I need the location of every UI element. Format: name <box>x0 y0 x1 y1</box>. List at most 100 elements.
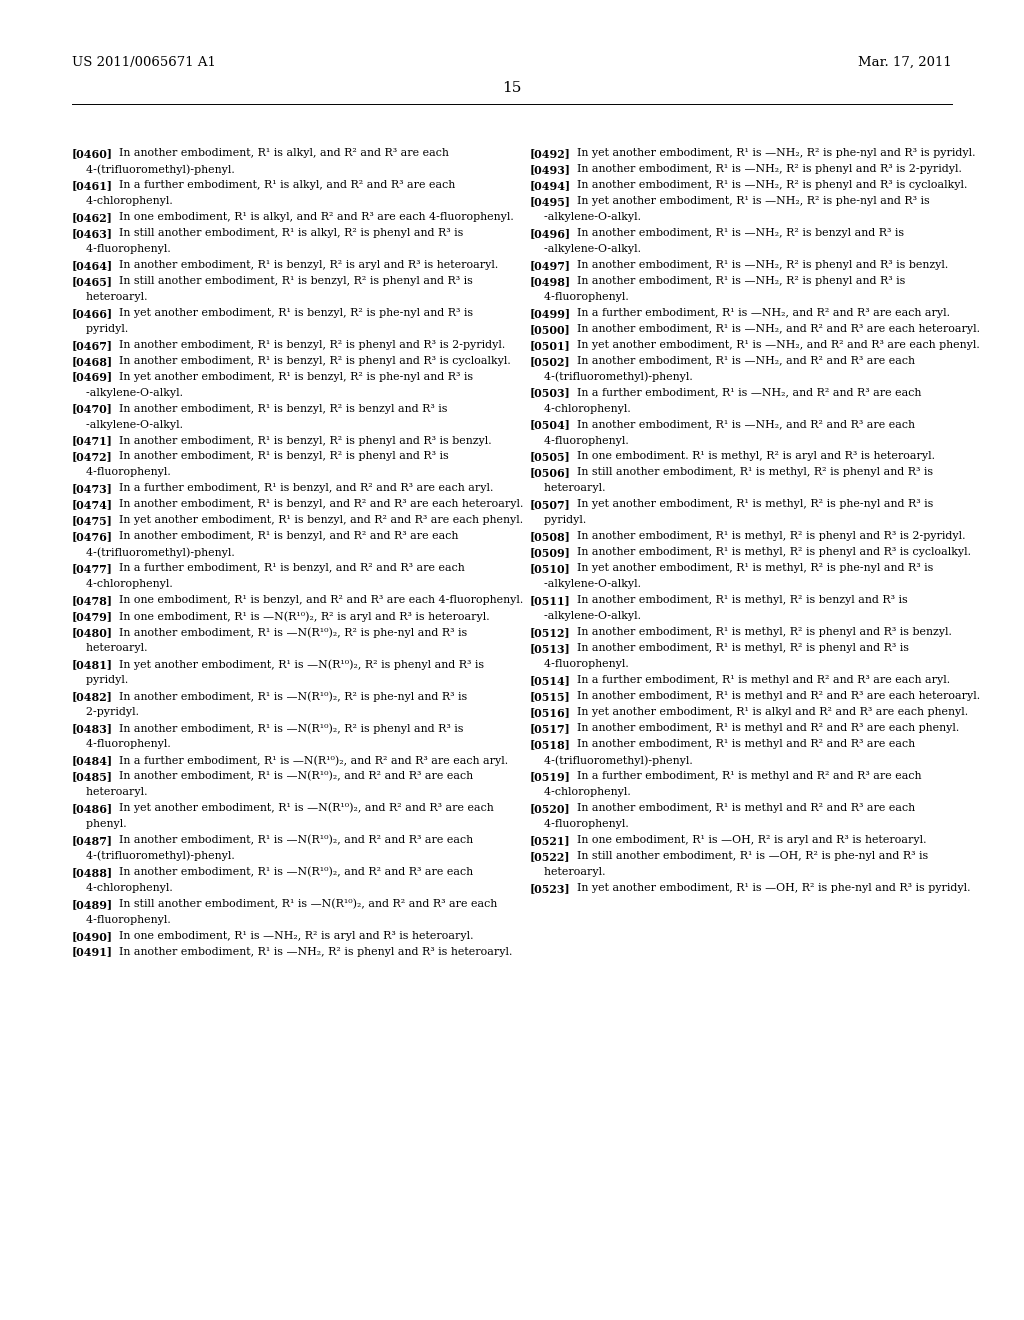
Text: In still another embodiment, R¹ is benzyl, R² is phenyl and R³ is: In still another embodiment, R¹ is benzy… <box>105 276 473 285</box>
Text: -alkylene-O-alkyl.: -alkylene-O-alkyl. <box>72 388 183 397</box>
Text: In another embodiment, R¹ is methyl and R² and R³ are each: In another embodiment, R¹ is methyl and … <box>563 739 915 748</box>
Text: [0505]: [0505] <box>530 451 570 462</box>
Text: In another embodiment, R¹ is methyl, R² is benzyl and R³ is: In another embodiment, R¹ is methyl, R² … <box>563 595 908 606</box>
Text: In another embodiment, R¹ is —NH₂, R² is phenyl and R³ is cycloalkyl.: In another embodiment, R¹ is —NH₂, R² is… <box>563 180 968 190</box>
Text: [0499]: [0499] <box>530 308 571 318</box>
Text: In another embodiment, R¹ is —N(R¹⁰)₂, R² is phe-nyl and R³ is: In another embodiment, R¹ is —N(R¹⁰)₂, R… <box>105 692 468 702</box>
Text: Mar. 17, 2011: Mar. 17, 2011 <box>858 55 952 69</box>
Text: In one embodiment, R¹ is —NH₂, R² is aryl and R³ is heteroaryl.: In one embodiment, R¹ is —NH₂, R² is ary… <box>105 931 474 941</box>
Text: 4-(trifluoromethyl)-phenyl.: 4-(trifluoromethyl)-phenyl. <box>530 372 693 383</box>
Text: In a further embodiment, R¹ is —NH₂, and R² and R³ are each: In a further embodiment, R¹ is —NH₂, and… <box>563 388 922 397</box>
Text: In another embodiment, R¹ is —NH₂, and R² and R³ are each: In another embodiment, R¹ is —NH₂, and R… <box>563 355 915 366</box>
Text: [0515]: [0515] <box>530 692 570 702</box>
Text: In another embodiment, R¹ is benzyl, and R² and R³ are each heteroaryl.: In another embodiment, R¹ is benzyl, and… <box>105 499 523 510</box>
Text: In another embodiment, R¹ is benzyl, and R² and R³ are each: In another embodiment, R¹ is benzyl, and… <box>105 532 459 541</box>
Text: In one embodiment, R¹ is —OH, R² is aryl and R³ is heteroaryl.: In one embodiment, R¹ is —OH, R² is aryl… <box>563 834 927 845</box>
Text: [0496]: [0496] <box>530 228 571 239</box>
Text: In yet another embodiment, R¹ is methyl, R² is phe-nyl and R³ is: In yet another embodiment, R¹ is methyl,… <box>563 564 934 573</box>
Text: [0490]: [0490] <box>72 931 113 941</box>
Text: In one embodiment, R¹ is —N(R¹⁰)₂, R² is aryl and R³ is heteroaryl.: In one embodiment, R¹ is —N(R¹⁰)₂, R² is… <box>105 611 489 622</box>
Text: [0462]: [0462] <box>72 213 113 223</box>
Text: In another embodiment, R¹ is —N(R¹⁰)₂, R² is phe-nyl and R³ is: In another embodiment, R¹ is —N(R¹⁰)₂, R… <box>105 627 468 638</box>
Text: In another embodiment, R¹ is methyl, R² is phenyl and R³ is benzyl.: In another embodiment, R¹ is methyl, R² … <box>563 627 952 638</box>
Text: In another embodiment, R¹ is —NH₂, R² is phenyl and R³ is 2-pyridyl.: In another embodiment, R¹ is —NH₂, R² is… <box>563 164 963 174</box>
Text: In one embodiment, R¹ is benzyl, and R² and R³ are each 4-fluorophenyl.: In one embodiment, R¹ is benzyl, and R² … <box>105 595 523 606</box>
Text: In another embodiment, R¹ is —N(R¹⁰)₂, and R² and R³ are each: In another embodiment, R¹ is —N(R¹⁰)₂, a… <box>105 771 473 781</box>
Text: In another embodiment, R¹ is methyl and R² and R³ are each heteroaryl.: In another embodiment, R¹ is methyl and … <box>563 692 980 701</box>
Text: [0495]: [0495] <box>530 195 571 207</box>
Text: In a further embodiment, R¹ is benzyl, and R² and R³ are each aryl.: In a further embodiment, R¹ is benzyl, a… <box>105 483 494 494</box>
Text: [0474]: [0474] <box>72 499 113 511</box>
Text: [0466]: [0466] <box>72 308 113 318</box>
Text: heteroaryl.: heteroaryl. <box>72 292 147 302</box>
Text: In another embodiment, R¹ is methyl, R² is phenyl and R³ is: In another embodiment, R¹ is methyl, R² … <box>563 643 909 653</box>
Text: [0468]: [0468] <box>72 355 113 367</box>
Text: 4-fluorophenyl.: 4-fluorophenyl. <box>72 244 171 253</box>
Text: [0502]: [0502] <box>530 355 570 367</box>
Text: In yet another embodiment, R¹ is —NH₂, and R² and R³ are each phenyl.: In yet another embodiment, R¹ is —NH₂, a… <box>563 339 980 350</box>
Text: [0483]: [0483] <box>72 723 113 734</box>
Text: 4-chlorophenyl.: 4-chlorophenyl. <box>530 404 631 413</box>
Text: [0478]: [0478] <box>72 595 113 606</box>
Text: In another embodiment, R¹ is —N(R¹⁰)₂, R² is phenyl and R³ is: In another embodiment, R¹ is —N(R¹⁰)₂, R… <box>105 723 464 734</box>
Text: In another embodiment, R¹ is benzyl, R² is phenyl and R³ is cycloalkyl.: In another embodiment, R¹ is benzyl, R² … <box>105 355 511 366</box>
Text: In still another embodiment, R¹ is —N(R¹⁰)₂, and R² and R³ are each: In still another embodiment, R¹ is —N(R¹… <box>105 899 498 909</box>
Text: In a further embodiment, R¹ is benzyl, and R² and R³ are each: In a further embodiment, R¹ is benzyl, a… <box>105 564 465 573</box>
Text: 4-fluorophenyl.: 4-fluorophenyl. <box>72 739 171 748</box>
Text: -alkylene-O-alkyl.: -alkylene-O-alkyl. <box>530 579 641 589</box>
Text: 15: 15 <box>503 81 521 95</box>
Text: In another embodiment, R¹ is benzyl, R² is benzyl and R³ is: In another embodiment, R¹ is benzyl, R² … <box>105 404 447 413</box>
Text: [0476]: [0476] <box>72 532 113 543</box>
Text: In yet another embodiment, R¹ is alkyl and R² and R³ are each phenyl.: In yet another embodiment, R¹ is alkyl a… <box>563 708 969 717</box>
Text: [0464]: [0464] <box>72 260 113 271</box>
Text: heteroaryl.: heteroaryl. <box>530 867 605 876</box>
Text: [0479]: [0479] <box>72 611 113 622</box>
Text: pyridyl.: pyridyl. <box>72 323 128 334</box>
Text: pyridyl.: pyridyl. <box>530 515 587 525</box>
Text: 2-pyridyl.: 2-pyridyl. <box>72 708 139 717</box>
Text: In one embodiment. R¹ is methyl, R² is aryl and R³ is heteroaryl.: In one embodiment. R¹ is methyl, R² is a… <box>563 451 935 462</box>
Text: In another embodiment, R¹ is benzyl, R² is phenyl and R³ is benzyl.: In another embodiment, R¹ is benzyl, R² … <box>105 436 492 446</box>
Text: In yet another embodiment, R¹ is methyl, R² is phe-nyl and R³ is: In yet another embodiment, R¹ is methyl,… <box>563 499 934 510</box>
Text: In still another embodiment, R¹ is methyl, R² is phenyl and R³ is: In still another embodiment, R¹ is methy… <box>563 467 933 478</box>
Text: 4-fluorophenyl.: 4-fluorophenyl. <box>72 467 171 478</box>
Text: [0473]: [0473] <box>72 483 113 495</box>
Text: In yet another embodiment, R¹ is benzyl, R² is phe-nyl and R³ is: In yet another embodiment, R¹ is benzyl,… <box>105 308 473 318</box>
Text: In another embodiment, R¹ is methyl, R² is phenyl and R³ is 2-pyridyl.: In another embodiment, R¹ is methyl, R² … <box>563 532 966 541</box>
Text: US 2011/0065671 A1: US 2011/0065671 A1 <box>72 55 216 69</box>
Text: In a further embodiment, R¹ is methyl and R² and R³ are each aryl.: In a further embodiment, R¹ is methyl an… <box>563 675 950 685</box>
Text: [0487]: [0487] <box>72 834 113 846</box>
Text: In another embodiment, R¹ is —NH₂, R² is phenyl and R³ is heteroaryl.: In another embodiment, R¹ is —NH₂, R² is… <box>105 946 513 957</box>
Text: 4-fluorophenyl.: 4-fluorophenyl. <box>530 818 629 829</box>
Text: [0465]: [0465] <box>72 276 113 286</box>
Text: [0494]: [0494] <box>530 180 571 191</box>
Text: [0509]: [0509] <box>530 548 570 558</box>
Text: [0508]: [0508] <box>530 532 570 543</box>
Text: In still another embodiment, R¹ is alkyl, R² is phenyl and R³ is: In still another embodiment, R¹ is alkyl… <box>105 228 464 238</box>
Text: [0504]: [0504] <box>530 420 570 430</box>
Text: In a further embodiment, R¹ is alkyl, and R² and R³ are each: In a further embodiment, R¹ is alkyl, an… <box>105 180 456 190</box>
Text: 4-(trifluoromethyl)-phenyl.: 4-(trifluoromethyl)-phenyl. <box>72 164 234 174</box>
Text: [0517]: [0517] <box>530 723 570 734</box>
Text: In another embodiment, R¹ is —NH₂, and R² and R³ are each heteroaryl.: In another embodiment, R¹ is —NH₂, and R… <box>563 323 980 334</box>
Text: In a further embodiment, R¹ is methyl and R² and R³ are each: In a further embodiment, R¹ is methyl an… <box>563 771 922 781</box>
Text: [0475]: [0475] <box>72 515 113 527</box>
Text: In another embodiment, R¹ is —N(R¹⁰)₂, and R² and R³ are each: In another embodiment, R¹ is —N(R¹⁰)₂, a… <box>105 834 473 845</box>
Text: In another embodiment, R¹ is benzyl, R² is phenyl and R³ is 2-pyridyl.: In another embodiment, R¹ is benzyl, R² … <box>105 339 506 350</box>
Text: [0519]: [0519] <box>530 771 570 781</box>
Text: [0497]: [0497] <box>530 260 571 271</box>
Text: In yet another embodiment, R¹ is —NH₂, R² is phe-nyl and R³ is: In yet another embodiment, R¹ is —NH₂, R… <box>563 195 930 206</box>
Text: [0470]: [0470] <box>72 404 113 414</box>
Text: In yet another embodiment, R¹ is —N(R¹⁰)₂, R² is phenyl and R³ is: In yet another embodiment, R¹ is —N(R¹⁰)… <box>105 659 484 669</box>
Text: [0500]: [0500] <box>530 323 570 335</box>
Text: [0513]: [0513] <box>530 643 570 655</box>
Text: In yet another embodiment, R¹ is —OH, R² is phe-nyl and R³ is pyridyl.: In yet another embodiment, R¹ is —OH, R²… <box>563 883 971 892</box>
Text: [0471]: [0471] <box>72 436 113 446</box>
Text: [0489]: [0489] <box>72 899 113 909</box>
Text: [0472]: [0472] <box>72 451 113 462</box>
Text: [0501]: [0501] <box>530 339 570 351</box>
Text: -alkylene-O-alkyl.: -alkylene-O-alkyl. <box>530 244 641 253</box>
Text: [0518]: [0518] <box>530 739 570 750</box>
Text: [0467]: [0467] <box>72 339 113 351</box>
Text: [0477]: [0477] <box>72 564 113 574</box>
